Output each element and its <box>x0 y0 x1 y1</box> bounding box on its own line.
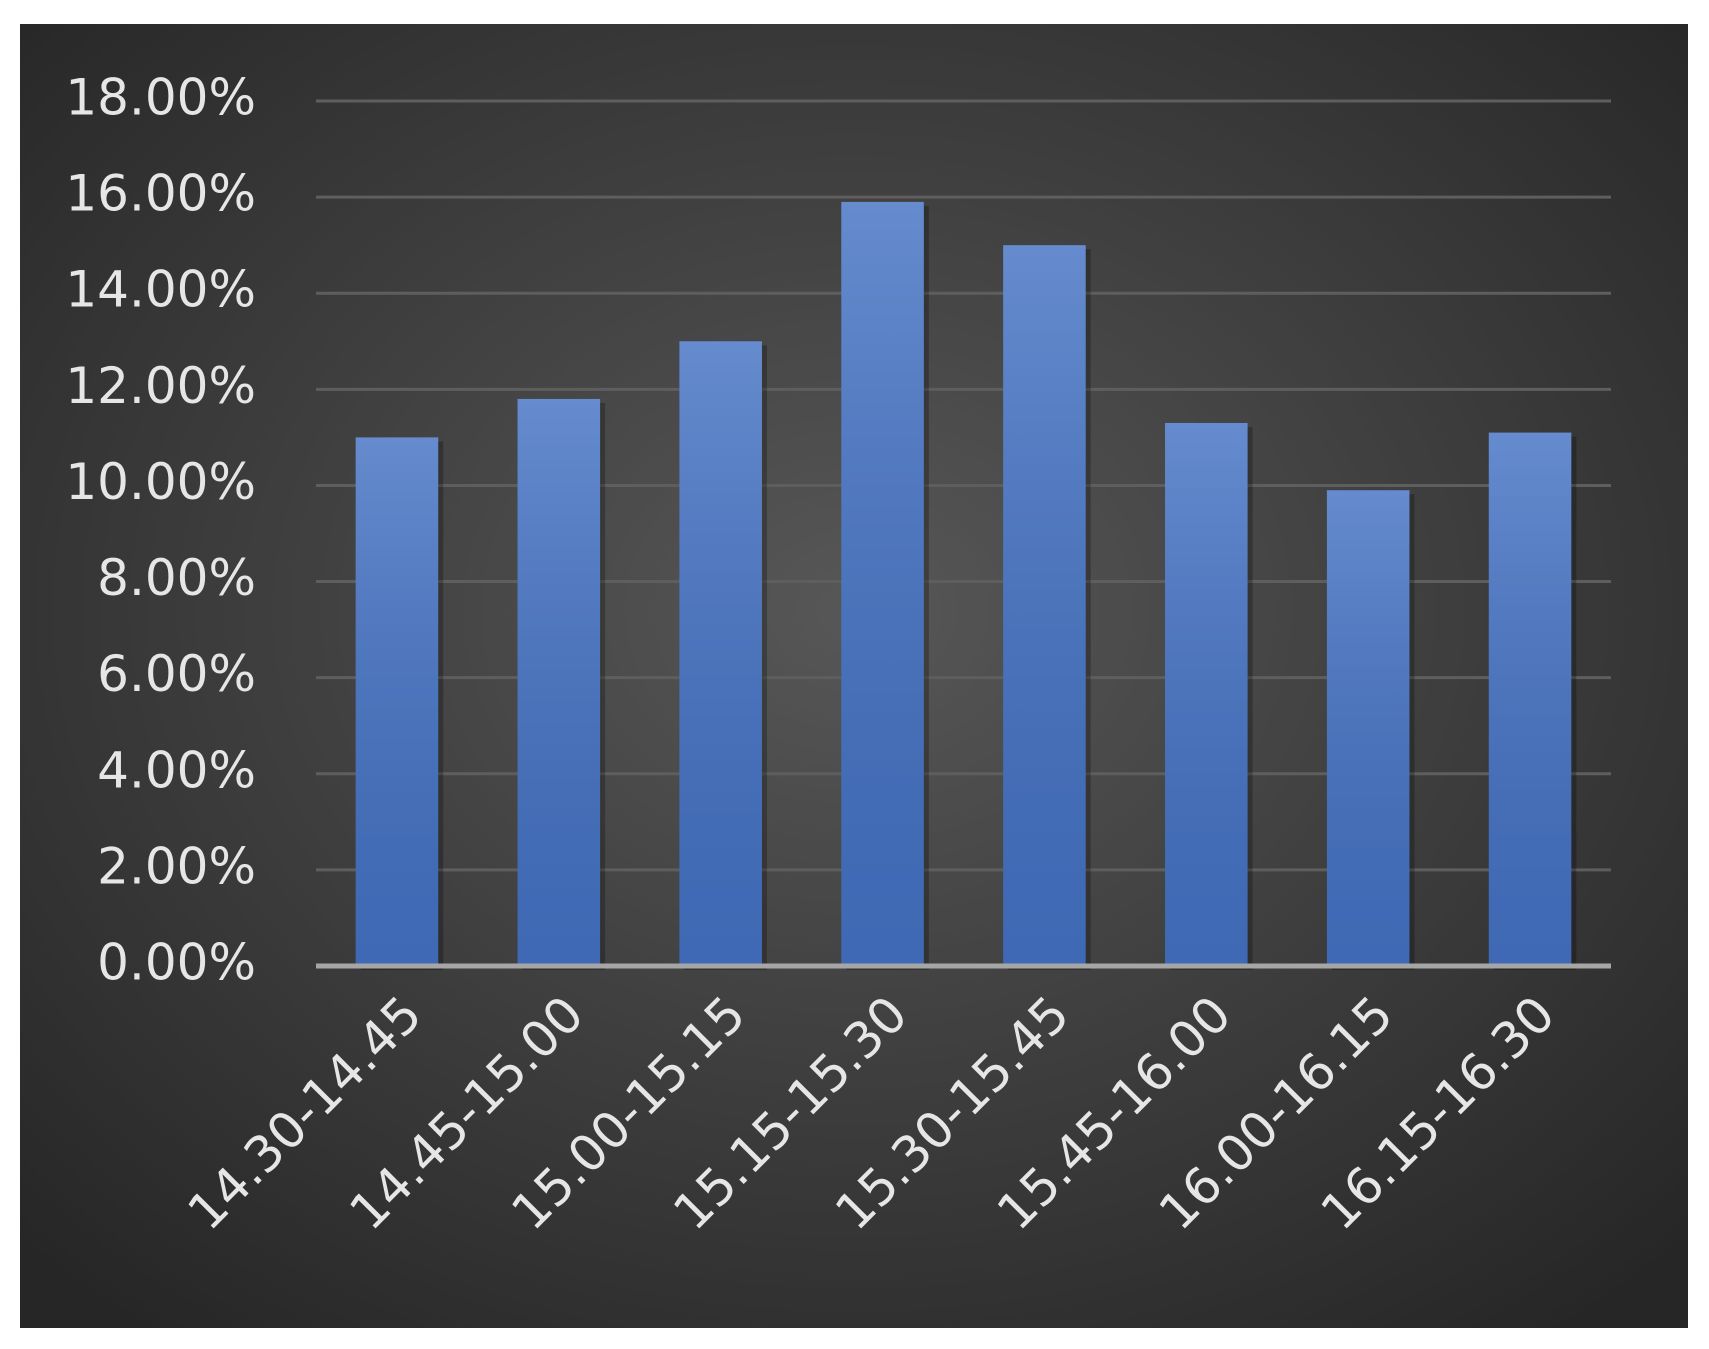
y-tick-label: 6.00% <box>97 645 256 703</box>
y-tick-label: 10.00% <box>65 453 256 511</box>
y-tick-label: 4.00% <box>97 741 256 799</box>
y-tick-label: 16.00% <box>65 165 256 223</box>
y-tick-label: 0.00% <box>97 934 256 992</box>
bar-sheen <box>355 437 439 966</box>
bar-sheen <box>841 201 924 966</box>
bar-sheen <box>1003 245 1086 966</box>
y-tick-label: 14.00% <box>65 261 256 319</box>
bar-sheen <box>679 341 762 966</box>
y-tick-label: 12.00% <box>65 357 256 415</box>
bar-sheen <box>517 398 601 966</box>
y-tick-label: 2.00% <box>97 837 256 895</box>
y-tick-label: 18.00% <box>65 69 256 127</box>
bar-sheen <box>1326 490 1410 966</box>
y-tick-label: 8.00% <box>97 549 256 607</box>
bar-sheen <box>1488 432 1572 966</box>
bar-sheen <box>1165 422 1248 966</box>
